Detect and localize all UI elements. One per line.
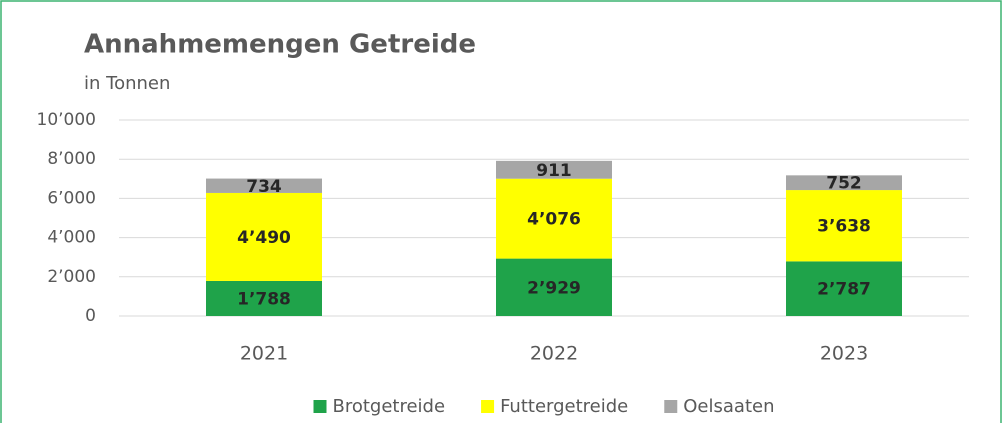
legend-swatch <box>664 400 678 413</box>
bar-segment <box>786 190 902 262</box>
legend-swatch <box>481 400 495 413</box>
legend-label: Brotgetreide <box>333 396 446 417</box>
data-label: 752 <box>826 174 862 194</box>
bar-segment <box>206 178 322 193</box>
legend-label: Futtergetreide <box>500 396 628 417</box>
bar-segment <box>206 192 322 281</box>
data-label: 2’787 <box>817 280 871 300</box>
y-tick-label: 10’000 <box>37 110 96 130</box>
bar-segment <box>496 178 612 259</box>
x-tick-label: 2021 <box>240 343 288 365</box>
legend-label: Oelsaaten <box>683 396 774 417</box>
data-label: 911 <box>536 161 572 181</box>
bar-segment <box>206 280 322 316</box>
legend-swatch <box>313 400 327 413</box>
y-tick-label: 6’000 <box>47 188 96 208</box>
chart-subtitle: in Tonnen <box>84 73 170 94</box>
data-label: 4’490 <box>237 228 291 248</box>
data-label: 734 <box>246 177 282 197</box>
y-tick-label: 0 <box>85 306 96 326</box>
bar-segment <box>496 160 612 179</box>
data-label: 2’929 <box>527 278 581 298</box>
bar-segment <box>496 258 612 316</box>
x-tick-label: 2022 <box>530 343 578 365</box>
y-tick-label: 4’000 <box>47 228 96 248</box>
data-label: 4’076 <box>527 210 581 230</box>
x-tick-label: 2023 <box>820 343 868 365</box>
bar-segment <box>786 175 902 191</box>
y-tick-label: 2’000 <box>47 267 96 287</box>
chart-title: Annahmemengen Getreide <box>84 30 476 60</box>
bar-segment <box>786 261 902 316</box>
y-tick-label: 8’000 <box>47 149 96 169</box>
data-label: 1’788 <box>237 289 291 309</box>
data-label: 3’638 <box>817 217 871 237</box>
